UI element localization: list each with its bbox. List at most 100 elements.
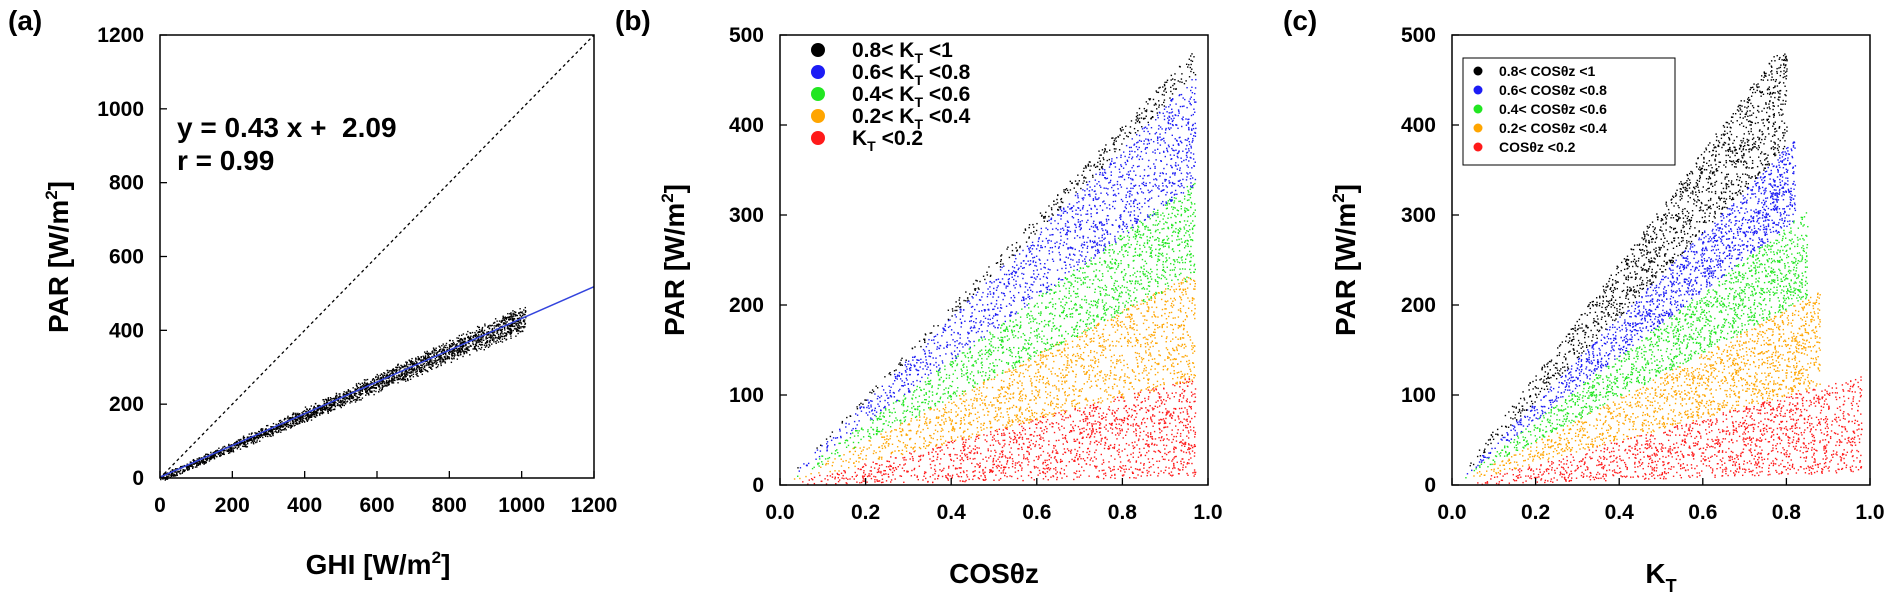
panel-a-data-point	[206, 458, 209, 460]
panel-a-data-point	[256, 432, 259, 435]
panel-a-data-point	[395, 371, 397, 374]
panel-b-data-point	[1193, 280, 1196, 282]
panel-b-data-point	[1193, 475, 1195, 477]
panel-b-data-point	[1094, 361, 1096, 363]
panel-a-data-point	[364, 388, 366, 391]
panel-b-data-point	[1120, 394, 1123, 396]
panel-b-data-point	[1131, 385, 1133, 388]
panel-a-data-point	[396, 366, 398, 369]
panel-a-data-point	[270, 425, 272, 428]
panel-a-data-point	[256, 439, 258, 441]
panel-a-data-point	[260, 428, 263, 430]
panel-a-data-point	[503, 337, 506, 340]
panel-a-data-point	[397, 378, 400, 381]
panel-a-data-point	[439, 360, 441, 362]
panel-b-data-point	[1056, 451, 1058, 453]
panel-b-data-point	[1123, 309, 1126, 311]
panel-b-data-point	[1054, 373, 1056, 375]
panel-a-data-point	[410, 363, 412, 366]
panel-b-data-point	[980, 475, 982, 477]
panel-b-data-point	[1006, 371, 1008, 373]
panel-a-data-point	[246, 439, 248, 441]
panel-b-data-point	[1121, 467, 1123, 470]
panel-a-data-point	[202, 458, 205, 461]
panel-b-data-point	[1146, 409, 1149, 411]
panel-b-data-point	[1146, 474, 1148, 477]
panel-b-data-point	[861, 475, 864, 477]
panel-b-data-point	[1084, 413, 1086, 415]
panel-b-data-point	[1173, 448, 1175, 450]
panel-b-data-point	[1062, 437, 1064, 439]
panel-a-data-point	[446, 348, 448, 351]
panel-a-data-point	[333, 402, 336, 405]
panel-a-data-point	[497, 341, 500, 343]
panel-a-data-point	[429, 367, 432, 369]
panel-a-data-point	[291, 425, 293, 427]
panel-b-data-point	[923, 445, 925, 448]
panel-b-data-point	[1063, 473, 1066, 475]
panel-a-data-point	[451, 353, 453, 356]
panel-b-data-point	[1154, 451, 1157, 453]
panel-b-data-point	[1164, 303, 1166, 306]
panel-b-data-point	[1016, 440, 1018, 443]
panel-b-data-point	[1091, 424, 1093, 427]
panel-a-data-point	[252, 442, 255, 444]
panel-a-data-point	[350, 397, 353, 399]
panel-b-data-point	[1140, 455, 1142, 457]
panel-a-data-point	[517, 323, 520, 325]
panel-b-data-point	[1194, 304, 1196, 306]
panel-b-data-point	[1089, 443, 1091, 445]
panel-a-data-point	[233, 445, 236, 447]
panel-a-data-point	[354, 388, 356, 390]
panel-a: (a) 0 200 400 600 800 1000 1200 02004006008001…	[8, 5, 617, 580]
panel-a-data-point	[218, 447, 220, 449]
panel-a-data-point	[296, 413, 298, 416]
panel-a-data-point	[481, 343, 483, 346]
panel-b-data-point	[1045, 464, 1047, 467]
panel-a-data-point	[391, 382, 394, 384]
panel-b-data-point	[1061, 388, 1064, 390]
panel-a-data-point	[327, 399, 329, 401]
panel-b-data-point	[834, 476, 837, 478]
panel-a-data-point	[299, 415, 302, 418]
panel-b-data-point	[1193, 377, 1195, 379]
panel-b-data-point	[1123, 474, 1125, 476]
panel-b-data-point	[1137, 307, 1140, 310]
panel-b-data-point	[1072, 389, 1074, 391]
panel-a-data-point	[385, 381, 388, 383]
panel-b-data-point	[937, 416, 940, 418]
panel-a-data-point	[219, 452, 221, 455]
panel-a-data-point	[295, 414, 297, 416]
panel-a-data-point	[424, 356, 427, 358]
panel-a-data-point	[409, 372, 412, 374]
panel-b-data-point	[1187, 437, 1190, 439]
panel-b-data-point	[1161, 419, 1163, 421]
panel-a-data-point	[461, 345, 464, 347]
panel-b-data-point	[986, 440, 988, 443]
panel-a-data-point	[432, 347, 435, 349]
panel-b-data-point	[860, 450, 863, 453]
panel-a-data-point	[188, 468, 190, 471]
panel-a-data-point	[415, 357, 417, 359]
panel-a-data-point	[352, 399, 355, 401]
panel-a-data-point	[451, 357, 453, 359]
panel-b-data-point	[1014, 464, 1017, 466]
panel-b-data-point	[1021, 436, 1024, 439]
panel-a-data-point	[485, 345, 488, 347]
panel-b-data-point	[1093, 465, 1096, 467]
panel-a-data-point	[200, 457, 203, 459]
panel-b-data-point	[1078, 402, 1081, 404]
panel-b-data-point	[1038, 363, 1040, 365]
panel-b-data-point	[845, 477, 847, 479]
panel-a-one-to-one-line	[159, 34, 595, 479]
panel-a-data-point	[414, 371, 417, 373]
panel-a-data-point	[300, 419, 302, 421]
panel-b-data-point	[944, 404, 947, 406]
panel-b-data-point	[1183, 461, 1185, 463]
panel-b-data-point	[1136, 396, 1139, 398]
panel-a-data-point	[474, 346, 476, 349]
panel-a-data-point	[472, 348, 474, 350]
panel-b-data-point	[1078, 446, 1081, 449]
panel-a-data-point	[437, 364, 439, 366]
panel-b-data-point	[999, 477, 1002, 480]
